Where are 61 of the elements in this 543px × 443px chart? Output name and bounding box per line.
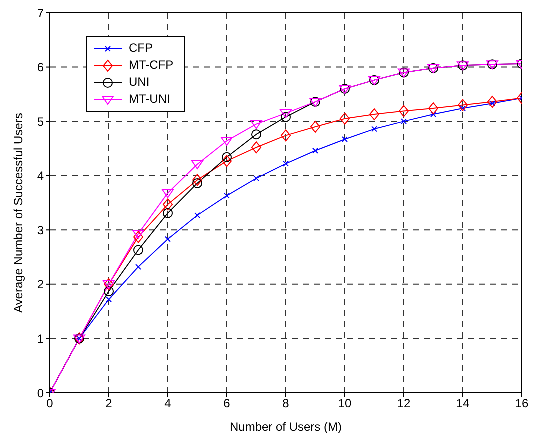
point xyxy=(280,109,292,118)
y-tick-label: 6 xyxy=(37,60,44,75)
point xyxy=(192,174,202,186)
y-tick-label: 2 xyxy=(37,278,44,292)
point xyxy=(162,189,174,198)
point xyxy=(370,108,380,121)
y-tick-label: 4 xyxy=(37,169,44,184)
x-tick-label: 0 xyxy=(46,396,54,411)
point xyxy=(283,160,289,167)
y-tick-label: 5 xyxy=(37,114,44,129)
point xyxy=(192,160,204,170)
x-tick-label: 16 xyxy=(515,396,529,411)
point xyxy=(250,120,262,130)
point xyxy=(136,264,142,270)
point xyxy=(281,112,291,122)
point xyxy=(281,130,291,142)
point xyxy=(430,112,436,118)
point xyxy=(192,178,202,188)
point xyxy=(132,230,144,239)
legend-label: MT-CFP xyxy=(129,57,174,74)
legend-label: CFP xyxy=(129,40,153,57)
x-tick-label: 8 xyxy=(282,396,290,411)
point xyxy=(372,126,378,132)
point xyxy=(106,296,112,303)
x-tick-label: 2 xyxy=(106,396,113,411)
y-tick-label: 7 xyxy=(37,6,44,20)
point xyxy=(163,198,173,211)
x-tick-label: 10 xyxy=(338,396,352,411)
point xyxy=(222,155,232,168)
point xyxy=(401,118,407,125)
point xyxy=(310,121,320,133)
point xyxy=(163,208,173,218)
point xyxy=(224,192,230,199)
point xyxy=(428,102,438,115)
y-tick-label: 1 xyxy=(37,332,44,346)
point xyxy=(254,176,260,182)
point xyxy=(165,236,171,242)
legend-label: UNI xyxy=(129,74,150,91)
y-axis-title: Average Number of Successful Users xyxy=(11,113,26,313)
legend-label: MT-UNI xyxy=(129,91,170,108)
point xyxy=(252,142,262,154)
point xyxy=(221,137,233,146)
x-tick-label: 14 xyxy=(456,396,470,411)
x-tick-label: 12 xyxy=(397,396,411,411)
point xyxy=(194,212,200,218)
point xyxy=(134,245,144,256)
point xyxy=(399,105,409,118)
point xyxy=(222,152,232,162)
y-tick-label: 0 xyxy=(37,386,44,400)
point xyxy=(312,148,318,154)
x-axis-title: Number of Users (M) xyxy=(230,420,342,434)
point xyxy=(342,136,348,142)
point xyxy=(458,99,468,112)
x-tick-label: 6 xyxy=(224,396,231,411)
point xyxy=(104,286,114,296)
point xyxy=(134,231,144,244)
point xyxy=(488,96,498,108)
point xyxy=(252,130,262,140)
y-tick-label: 3 xyxy=(37,223,44,238)
x-tick-label: 4 xyxy=(164,396,172,411)
point xyxy=(340,112,350,125)
